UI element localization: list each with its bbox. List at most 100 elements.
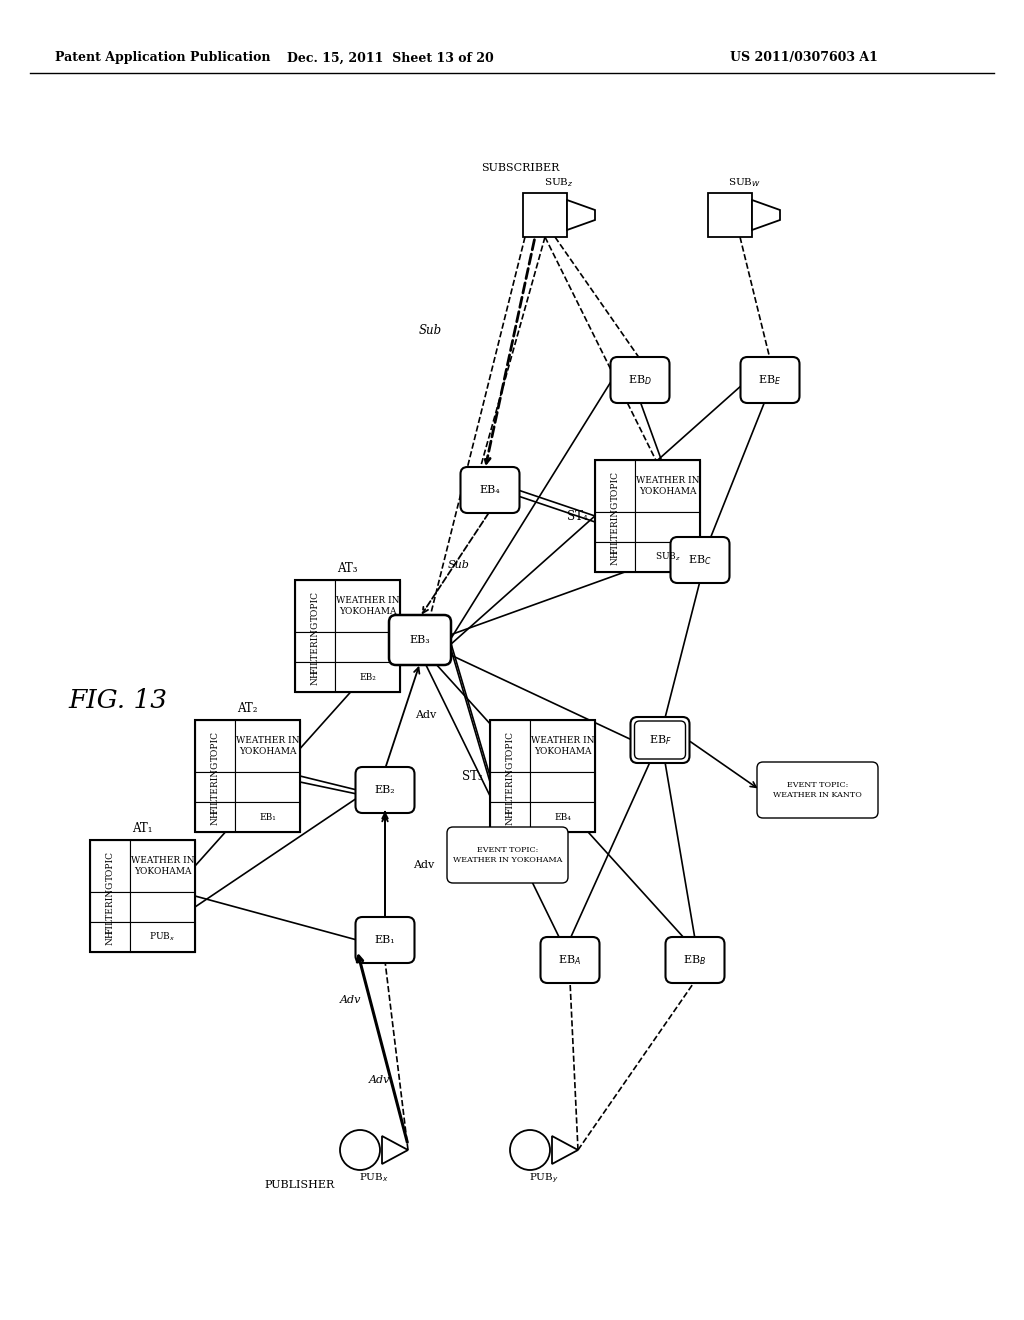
Bar — [523, 193, 567, 238]
Text: Dec. 15, 2011  Sheet 13 of 20: Dec. 15, 2011 Sheet 13 of 20 — [287, 51, 494, 65]
FancyBboxPatch shape — [740, 356, 800, 403]
Text: TOPIC: TOPIC — [310, 591, 319, 620]
Text: SUB$_W$: SUB$_W$ — [727, 177, 761, 189]
Text: EB₁: EB₁ — [375, 935, 395, 945]
Text: NH: NH — [310, 669, 319, 685]
Bar — [635, 543, 700, 572]
Bar — [595, 543, 635, 572]
Bar — [635, 459, 700, 512]
FancyBboxPatch shape — [447, 828, 568, 883]
Text: Adv: Adv — [340, 995, 361, 1005]
Text: WEATHER IN
YOKOHAMA: WEATHER IN YOKOHAMA — [530, 737, 594, 755]
Bar — [195, 772, 234, 803]
Bar — [195, 719, 300, 832]
Bar — [335, 579, 400, 632]
Bar — [595, 459, 635, 512]
Bar — [234, 772, 300, 803]
Text: SUB$_z$: SUB$_z$ — [544, 177, 573, 189]
Bar — [530, 772, 595, 803]
Text: Adv: Adv — [413, 861, 434, 870]
Text: ST₃: ST₃ — [462, 770, 482, 783]
Bar — [90, 921, 130, 952]
Bar — [234, 719, 300, 772]
Text: TOPIC: TOPIC — [211, 731, 219, 762]
Text: WEATHER IN
YOKOHAMA: WEATHER IN YOKOHAMA — [636, 477, 699, 496]
Bar — [295, 579, 335, 632]
FancyBboxPatch shape — [541, 937, 599, 983]
Text: TOPIC: TOPIC — [506, 731, 514, 762]
Polygon shape — [567, 201, 595, 230]
Bar — [490, 719, 595, 832]
FancyBboxPatch shape — [666, 937, 725, 983]
FancyBboxPatch shape — [610, 356, 670, 403]
Text: PUB$_x$: PUB$_x$ — [150, 931, 175, 944]
Bar — [295, 579, 400, 692]
Text: NH: NH — [105, 929, 115, 945]
FancyBboxPatch shape — [389, 615, 451, 665]
FancyBboxPatch shape — [355, 917, 415, 964]
Text: EVENT TOPIC:
WEATHER IN KANTO: EVENT TOPIC: WEATHER IN KANTO — [773, 781, 862, 799]
Text: WEATHER IN
YOKOHAMA: WEATHER IN YOKOHAMA — [131, 857, 195, 875]
Text: EB₄: EB₄ — [554, 813, 571, 821]
Text: EB$_F$: EB$_F$ — [648, 733, 672, 747]
Text: FILTERING: FILTERING — [105, 880, 115, 933]
Bar — [335, 663, 400, 692]
Text: FILTERING: FILTERING — [310, 620, 319, 673]
Polygon shape — [752, 201, 780, 230]
Text: ST₄: ST₄ — [566, 510, 588, 523]
Bar — [130, 921, 195, 952]
Bar — [234, 803, 300, 832]
Bar — [335, 632, 400, 663]
Bar — [195, 719, 234, 772]
Text: EB₂: EB₂ — [375, 785, 395, 795]
Text: Adv: Adv — [415, 710, 436, 719]
Bar — [490, 772, 530, 803]
Text: AT₃: AT₃ — [337, 561, 357, 574]
Circle shape — [510, 1130, 550, 1170]
Text: FIG. 13: FIG. 13 — [68, 688, 167, 713]
Bar — [130, 892, 195, 921]
FancyBboxPatch shape — [461, 467, 519, 513]
Bar — [490, 803, 530, 832]
Text: EB₃: EB₃ — [410, 635, 430, 645]
Bar — [490, 719, 530, 772]
Polygon shape — [382, 1137, 408, 1164]
Bar — [90, 840, 130, 892]
Bar — [90, 840, 195, 952]
Text: Sub: Sub — [449, 560, 470, 570]
Text: EB$_B$: EB$_B$ — [683, 953, 707, 966]
Text: NH: NH — [506, 809, 514, 825]
FancyBboxPatch shape — [671, 537, 729, 583]
Text: AT₁: AT₁ — [132, 821, 153, 834]
Text: TOPIC: TOPIC — [610, 471, 620, 502]
Bar — [90, 892, 130, 921]
Text: SUB$_z$: SUB$_z$ — [654, 550, 681, 564]
Text: EB$_A$: EB$_A$ — [558, 953, 582, 966]
FancyBboxPatch shape — [757, 762, 878, 818]
Text: Patent Application Publication: Patent Application Publication — [55, 51, 270, 65]
Bar — [530, 803, 595, 832]
Text: PUBLISHER: PUBLISHER — [265, 1180, 335, 1191]
Text: TOPIC: TOPIC — [105, 851, 115, 880]
Text: EB$_E$: EB$_E$ — [759, 374, 781, 387]
Text: FILTERING: FILTERING — [506, 760, 514, 813]
Text: EB₄: EB₄ — [479, 484, 501, 495]
Text: EVENT TOPIC:
WEATHER IN YOKOHAMA: EVENT TOPIC: WEATHER IN YOKOHAMA — [453, 846, 562, 863]
Bar — [295, 632, 335, 663]
Text: SUBSCRIBER: SUBSCRIBER — [481, 162, 559, 173]
Text: WEATHER IN
YOKOHAMA: WEATHER IN YOKOHAMA — [336, 597, 399, 615]
Text: AT₂: AT₂ — [238, 701, 258, 714]
Circle shape — [340, 1130, 380, 1170]
Text: PUB$_y$: PUB$_y$ — [529, 1171, 559, 1185]
Text: FILTERING: FILTERING — [211, 760, 219, 813]
Text: WEATHER IN
YOKOHAMA: WEATHER IN YOKOHAMA — [236, 737, 299, 755]
Text: EB$_D$: EB$_D$ — [628, 374, 652, 387]
Bar — [295, 663, 335, 692]
Text: Adv: Adv — [370, 1074, 391, 1085]
Bar — [530, 719, 595, 772]
Text: NH: NH — [610, 549, 620, 565]
Bar — [195, 803, 234, 832]
Bar — [130, 840, 195, 892]
Text: EB$_C$: EB$_C$ — [688, 553, 712, 566]
FancyBboxPatch shape — [355, 767, 415, 813]
